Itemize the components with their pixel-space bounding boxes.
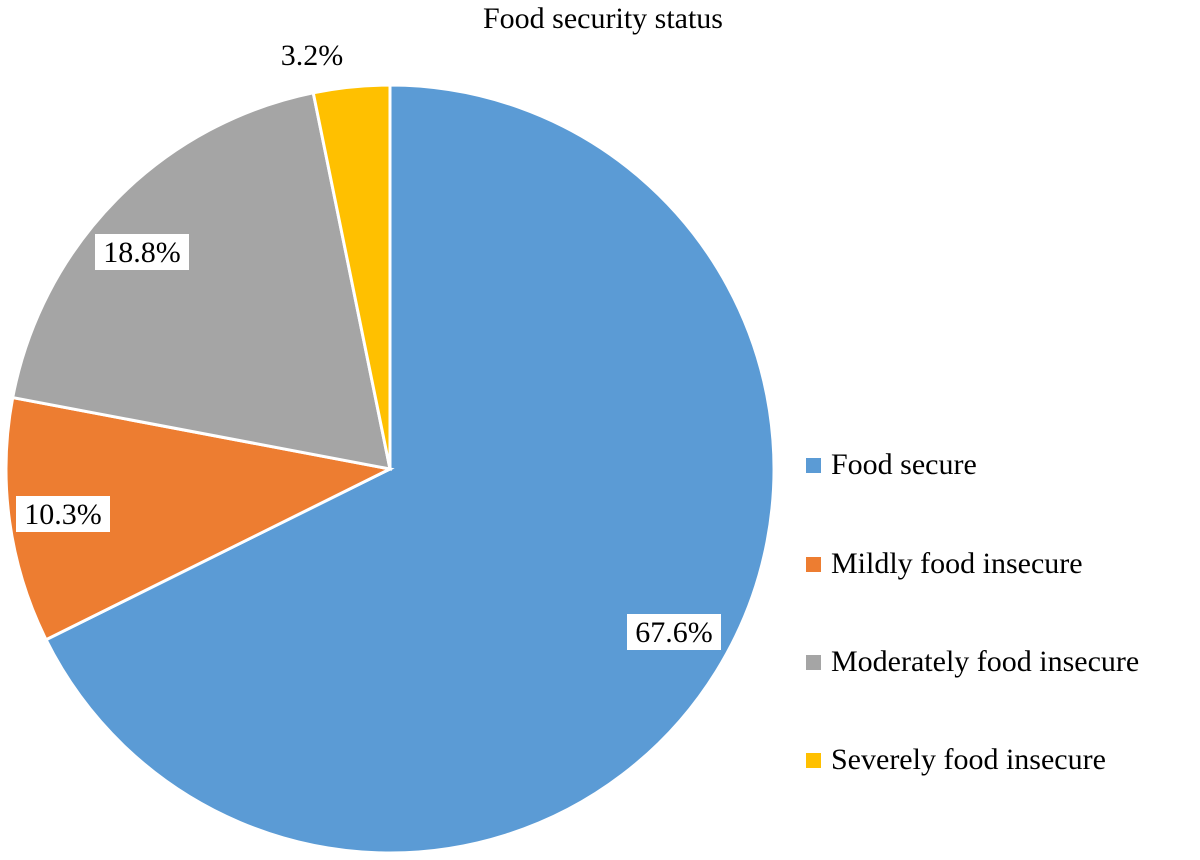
legend-swatch	[806, 556, 821, 572]
data-label-text: 10.3%	[24, 498, 102, 531]
legend-item-mildly-food-insecure: Mildly food insecure	[806, 547, 1083, 581]
data-label: 67.6%	[627, 614, 721, 650]
legend-item-food-secure: Food secure	[806, 448, 977, 482]
data-label-text: 67.6%	[635, 616, 713, 649]
data-label-text: 18.8%	[103, 236, 181, 269]
legend-swatch	[806, 457, 821, 473]
pie-slice-severely-food-insecure	[311, 83, 392, 470]
legend-item-severely-food-insecure: Severely food insecure	[806, 743, 1106, 777]
legend-label: Severely food insecure	[831, 743, 1106, 776]
data-label-box	[95, 234, 189, 270]
pie-slice-moderately-food-insecure	[10, 90, 392, 471]
pie-slice-mildly-food-insecure	[4, 395, 395, 642]
pie-slice-food-secure	[44, 83, 776, 855]
legend-label: Mildly food insecure	[831, 547, 1083, 580]
legend-swatch	[806, 752, 821, 768]
legend-swatch	[806, 654, 821, 670]
data-label-box	[16, 496, 110, 532]
chart-title: Food security status	[483, 2, 723, 35]
legend-label: Food secure	[831, 448, 977, 481]
data-label: 10.3%	[16, 496, 110, 532]
data-label: 3.2%	[281, 39, 344, 72]
data-label-box	[627, 614, 721, 650]
data-label: 18.8%	[95, 234, 189, 270]
legend-label: Moderately food insecure	[831, 645, 1140, 678]
legend-item-moderately-food-insecure: Moderately food insecure	[806, 645, 1139, 679]
data-label-text: 3.2%	[281, 39, 344, 72]
